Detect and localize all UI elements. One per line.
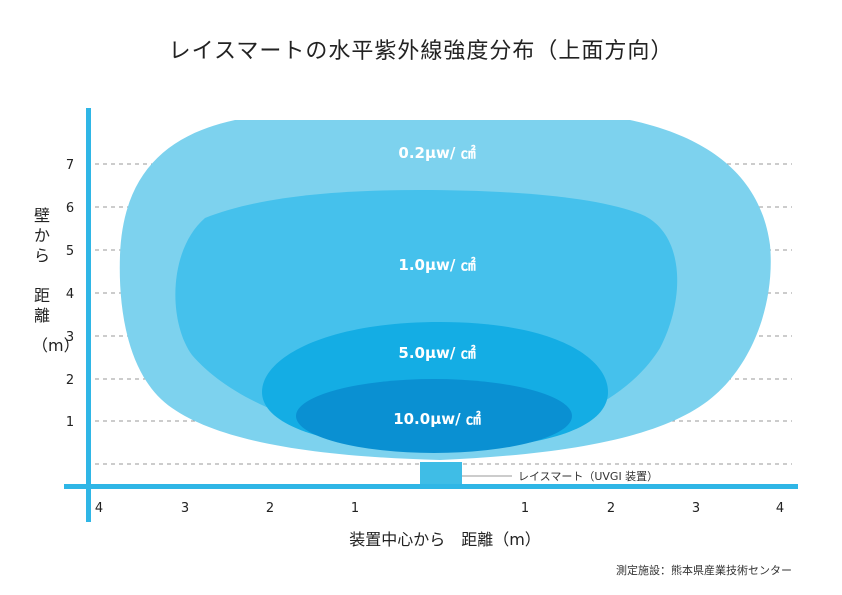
y-tick-3: 3 [66, 330, 74, 345]
measurement-credit: 測定施設：熊本県産業技術センター [616, 564, 792, 577]
device-label: レイスマート（UVGI 装置） [518, 470, 658, 483]
zone-label-1.0: 1.0μw/ ㎠ [398, 256, 475, 274]
y-axis-label: 壁から 距離 （m） [32, 206, 80, 356]
x-tick-right-3: 3 [692, 501, 700, 516]
x-axis-line [64, 484, 798, 489]
x-tick-left-2: 2 [266, 501, 274, 516]
zone-label-0.2: 0.2μw/ ㎠ [398, 144, 475, 162]
y-tick-7: 7 [66, 158, 74, 173]
x-axis-label: 装置中心から 距離（m） [349, 530, 541, 549]
zone-label-5.0: 5.0μw/ ㎠ [398, 344, 475, 362]
y-tick-2: 2 [66, 373, 74, 388]
device-block [420, 462, 462, 486]
y-tick-1: 1 [66, 415, 74, 430]
x-tick-left-3: 3 [181, 501, 189, 516]
x-tick-labels: 4 3 2 1 1 2 3 4 [95, 501, 784, 516]
x-tick-left-4: 4 [95, 501, 103, 516]
y-tick-5: 5 [66, 244, 74, 259]
y-tick-labels: 1 2 3 4 5 6 7 [66, 158, 74, 430]
y-axis-label-line-2: 距離 [33, 286, 50, 325]
y-axis-line [86, 108, 91, 522]
y-tick-4: 4 [66, 287, 74, 302]
x-tick-right-1: 1 [521, 501, 529, 516]
x-tick-right-2: 2 [607, 501, 615, 516]
x-tick-right-4: 4 [776, 501, 784, 516]
y-axis-label-line-1: 壁から [33, 206, 50, 265]
x-tick-left-1: 1 [351, 501, 359, 516]
y-axis-label-line-3: （m） [32, 336, 80, 355]
zone-10.0 [296, 379, 572, 453]
zone-label-10.0: 10.0μw/ ㎠ [393, 410, 481, 428]
chart-title: レイスマートの水平紫外線強度分布（上面方向） [168, 39, 674, 64]
y-tick-6: 6 [66, 201, 74, 216]
